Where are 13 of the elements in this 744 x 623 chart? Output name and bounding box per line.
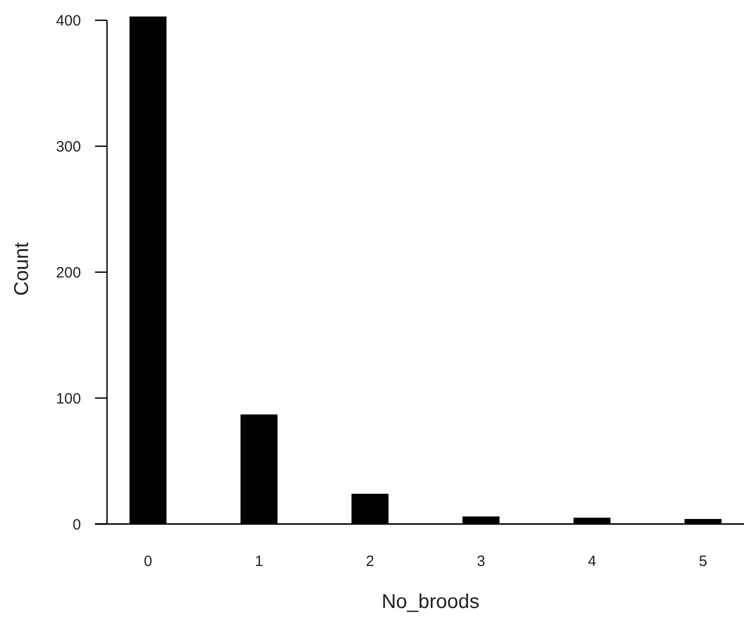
x-tick-label: 5: [698, 553, 708, 570]
y-tick-label: 200: [56, 264, 81, 282]
y-tick-label: 0: [72, 516, 81, 534]
y-tick-label: 300: [56, 138, 81, 156]
y-axis-title: Count: [11, 242, 33, 296]
y-tick-label: 400: [56, 12, 81, 30]
x-tick-label: 2: [366, 553, 374, 570]
x-tick-label: 3: [476, 553, 486, 570]
y-tick-label: 100: [56, 390, 81, 408]
x-tick-label: 1: [254, 553, 264, 570]
x-tick-label: 0: [144, 553, 152, 570]
x-axis-title: No_broods: [382, 591, 480, 613]
x-tick-label: 4: [588, 553, 596, 570]
